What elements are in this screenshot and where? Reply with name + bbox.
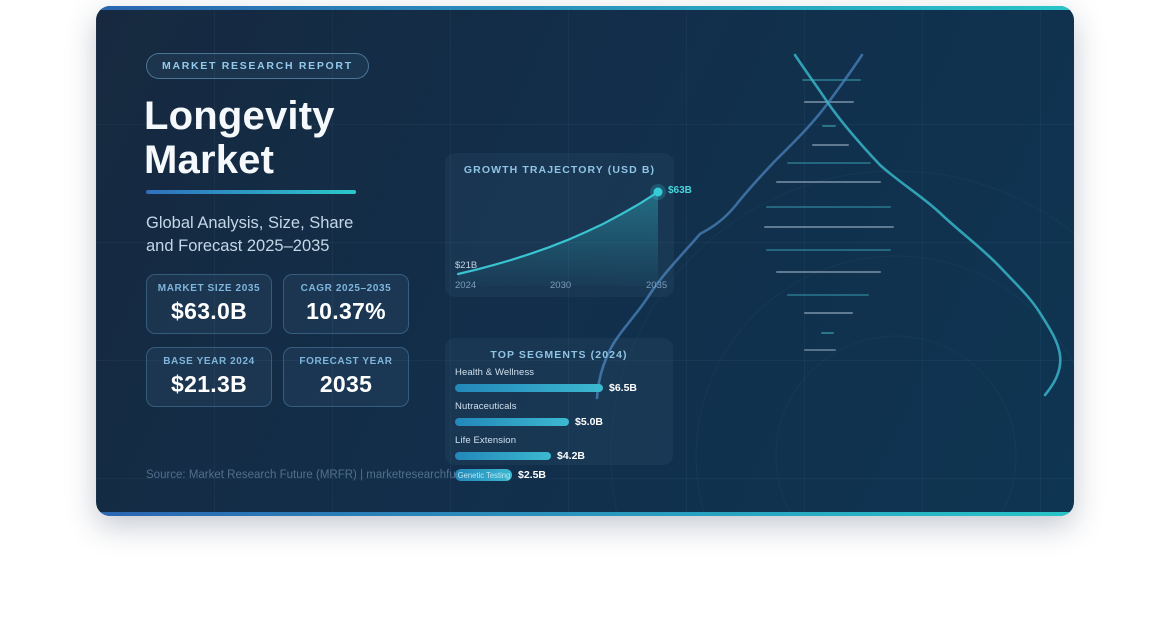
report-badge: MARKET RESEARCH REPORT [146, 53, 369, 79]
growth-chart-title: GROWTH TRAJECTORY (USD B) [463, 164, 656, 176]
segments-title: TOP SEGMENTS (2024) [490, 349, 628, 361]
page-title: Longevity Market [144, 94, 335, 182]
x-tick-2035: 2035 [646, 280, 668, 291]
stat-value: 2035 [319, 371, 373, 397]
report-card: MARKET RESEARCH REPORT Longevity Market G… [96, 6, 1074, 516]
faint-circles [610, 170, 1074, 516]
stat-market-size: MARKET SIZE 2035 $63.0B [146, 274, 272, 334]
segment-row-health-wellness: Health & Wellness $6.5B [455, 367, 665, 394]
segment-label: Health & Wellness [455, 367, 535, 378]
title-line-1: Longevity [144, 94, 335, 138]
segment-row-nutraceuticals: Nutraceuticals $5.0B [455, 401, 665, 428]
stat-label: MARKET SIZE 2035 [157, 283, 261, 294]
source-line: Source: Market Research Future (MRFR) | … [146, 469, 501, 481]
stats-grid: MARKET SIZE 2035 $63.0B CAGR 2025–2035 1… [146, 274, 409, 407]
x-tick-2024: 2024 [455, 280, 477, 291]
stat-forecast-year: FORECAST YEAR 2035 [283, 347, 409, 407]
segments-rows: Health & Wellness $6.5B Nutraceuticals $… [455, 367, 665, 481]
segments-panel: TOP SEGMENTS (2024) Health & Wellness $6… [445, 338, 673, 481]
growth-chart-panel: GROWTH TRAJECTORY (USD B) $21B $63B 2024… [445, 153, 692, 297]
segment-label: Life Extension [455, 435, 517, 446]
segment-row-life-extension: Life Extension $4.2B [455, 435, 665, 462]
growth-end-value-label: $63B [668, 185, 692, 196]
segment-label: Nutraceuticals [455, 401, 517, 412]
stat-value: $21.3B [171, 371, 247, 397]
segment-label: Genetic Testing [457, 470, 511, 480]
stat-label: BASE YEAR 2024 [163, 356, 255, 367]
stat-value: $63.0B [171, 298, 247, 324]
segment-value: $6.5B [609, 382, 638, 394]
segment-value: $5.0B [575, 416, 604, 428]
stat-label: CAGR 2025–2035 [300, 283, 392, 294]
dna-strand-teal [793, 53, 1062, 397]
segment-value: $2.5B [518, 469, 547, 481]
stat-base-year: BASE YEAR 2024 $21.3B [146, 347, 272, 407]
growth-endpoint-marker [653, 187, 663, 197]
segment-row-genetic-testing: Genetic Testing $2.5B [455, 469, 665, 481]
growth-curve-chart [456, 184, 666, 286]
segment-bar: Genetic Testing [455, 469, 512, 481]
title-underline [146, 190, 356, 194]
title-line-2: Market [144, 138, 275, 182]
stat-cagr: CAGR 2025–2035 10.37% [283, 274, 409, 334]
segment-bar [455, 452, 551, 460]
card-top-accent-border [96, 6, 1074, 10]
dna-strand-blue [595, 53, 864, 400]
stat-value: 10.37% [306, 298, 386, 324]
growth-line [456, 190, 660, 276]
segment-value: $4.2B [557, 450, 586, 462]
segment-bar [455, 384, 603, 392]
growth-area-fill [458, 192, 658, 286]
dna-helix-decoration [595, 53, 1074, 516]
growth-start-value-label: $21B [455, 260, 478, 271]
report-badge-label: MARKET RESEARCH REPORT [162, 60, 353, 72]
stat-label: FORECAST YEAR [299, 356, 393, 367]
subtitle: Global Analysis, Size, Share and Forecast… [146, 212, 353, 258]
x-tick-2030: 2030 [550, 280, 572, 291]
segment-bar [455, 418, 569, 426]
subtitle-line-1: Global Analysis, Size, Share [146, 214, 354, 232]
card-bottom-accent-border [96, 512, 1074, 516]
subtitle-line-2: and Forecast 2025–2035 [146, 237, 330, 255]
